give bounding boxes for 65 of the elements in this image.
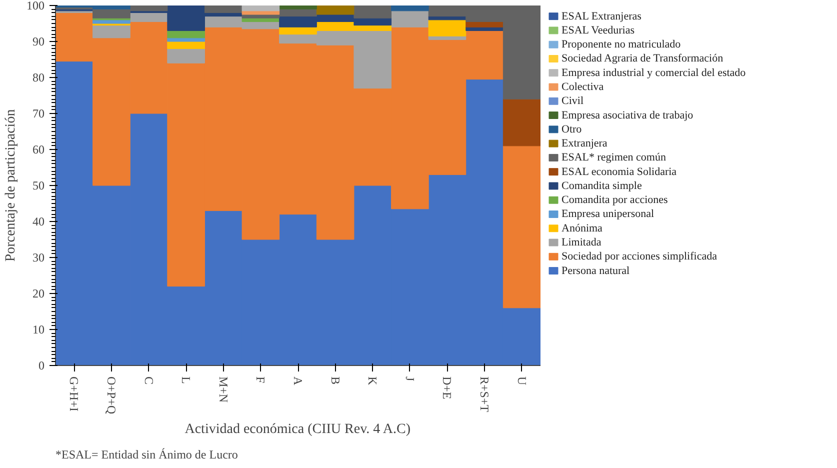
legend-label: ESAL Veedurias — [562, 24, 635, 36]
bar — [167, 41, 205, 49]
legend-label: Empresa unipersonal — [562, 208, 654, 220]
y-tick-label: 100 — [26, 0, 44, 12]
legend-label: Anónima — [562, 222, 603, 234]
x-tick-label: K — [366, 376, 380, 386]
legend-label: Limitada — [562, 236, 602, 249]
x-tick-label: G+H+I — [67, 376, 82, 412]
bar — [466, 21, 504, 28]
y-tick-label: 30 — [32, 250, 44, 264]
bar — [167, 30, 205, 38]
legend-label: Colectiva — [562, 81, 604, 93]
x-tick-label: C — [142, 376, 156, 385]
bar — [428, 20, 466, 36]
y-tick-label: 90 — [32, 34, 44, 48]
bar — [204, 6, 242, 13]
bar — [167, 48, 205, 64]
y-tick-label: 10 — [32, 322, 44, 336]
y-tick-label: 60 — [32, 142, 44, 156]
legend-label: Comandita por acciones — [562, 194, 668, 206]
x-tick-label: D+E — [440, 376, 454, 400]
x-tick-label: R+S+T — [478, 376, 492, 413]
y-tick-label: 0 — [38, 358, 44, 372]
legend-label: Civil — [562, 95, 584, 108]
bar — [92, 25, 130, 38]
bar — [242, 10, 280, 15]
x-axis-title: Actividad económica (CIIU Rev. 4 A.C) — [184, 422, 411, 438]
bar — [391, 6, 429, 12]
x-tick-label: U — [514, 376, 529, 386]
bar — [130, 12, 168, 22]
bar — [502, 146, 540, 308]
legend-label: Sociedad Agraria de Transformación — [562, 52, 724, 65]
y-axis-title: Porcentaje de participación — [4, 109, 18, 262]
bar — [502, 98, 540, 146]
x-tick-label: B — [328, 376, 342, 385]
x-tick-label: O+P+Q — [104, 376, 118, 414]
legend-label: Sociedad por acciones simplificada — [562, 250, 718, 263]
bar — [391, 10, 429, 28]
x-tick-label: L — [179, 376, 194, 384]
legend-label: ESAL economia Solidaria — [562, 166, 677, 178]
legend-label: Comandita simple — [562, 180, 642, 192]
legend-label: Empresa asociativa de trabajo — [562, 109, 694, 122]
y-tick-label: 80 — [32, 70, 44, 84]
bar — [354, 6, 392, 18]
legend-label: Extranjera — [562, 138, 608, 150]
legend-label: Persona natural — [562, 264, 630, 277]
bar — [279, 6, 317, 10]
x-tick-label: F — [254, 376, 268, 384]
x-tick-label: M+N — [216, 376, 230, 403]
y-tick-label: 50 — [32, 178, 44, 192]
legend-label: Otro — [562, 123, 582, 136]
bar — [242, 6, 280, 12]
x-tick-label: J — [402, 376, 417, 382]
legend-label: ESAL Extranjeras — [562, 10, 642, 22]
legend-label: Empresa industrial y comercial del estado — [562, 66, 746, 79]
legend-label: ESAL* regimen común — [562, 152, 666, 164]
x-tick-label: A — [291, 376, 305, 386]
bar — [316, 6, 354, 15]
bar — [167, 38, 205, 42]
y-tick-label: 40 — [32, 214, 44, 228]
bar — [92, 20, 130, 24]
legend-label: Proponente no matriculado — [562, 38, 682, 51]
y-tick-label: 70 — [32, 106, 44, 120]
text: *ESAL= Entidad sin Ánimo de Lucro — [56, 448, 238, 462]
y-tick-label: 20 — [32, 286, 44, 300]
